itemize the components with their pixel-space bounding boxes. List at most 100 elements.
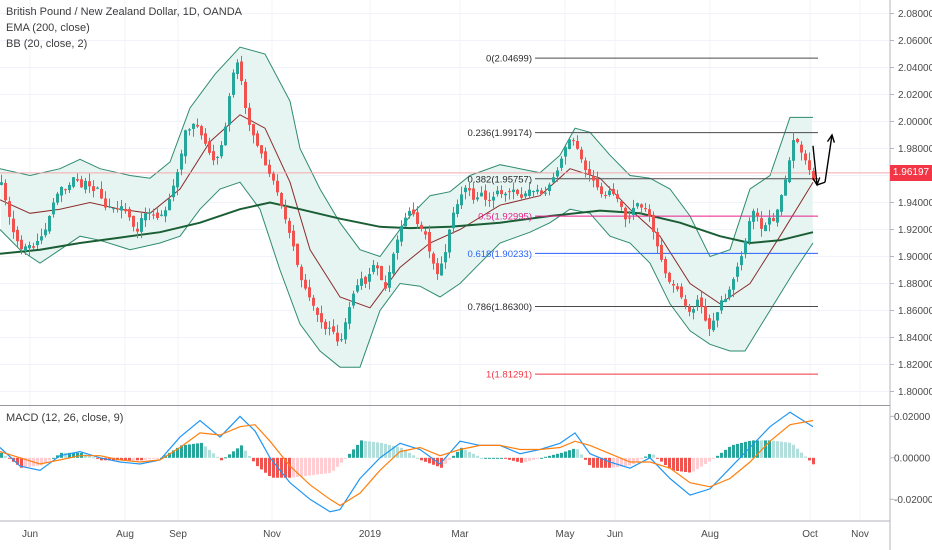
candle-body	[444, 252, 447, 263]
candle-body	[56, 193, 59, 203]
candle-body	[16, 229, 19, 242]
candle-body	[244, 81, 247, 108]
candle-body	[84, 180, 87, 190]
candle-body	[808, 160, 811, 171]
macd-histogram-bar	[796, 448, 799, 458]
projection-arrow-shaft	[824, 134, 833, 183]
candle-body	[188, 129, 191, 131]
candle-body	[532, 191, 535, 193]
macd-histogram-bar	[596, 457, 599, 468]
macd-histogram-bar	[708, 457, 711, 462]
projection-arrows[interactable]	[812, 133, 836, 187]
macd-histogram-bar	[528, 457, 531, 461]
candle-body	[788, 160, 791, 183]
y-tick-label: 1.88000	[898, 279, 932, 290]
candle-body	[344, 322, 347, 340]
candle-body	[284, 206, 287, 220]
macd-histogram-bar	[168, 452, 171, 458]
x-tick-label: Mar	[451, 529, 469, 540]
candle-body	[536, 189, 539, 192]
candle-body	[600, 186, 603, 195]
fib-level-label: 0.382(1.95757)	[468, 174, 532, 185]
candle-body	[732, 279, 735, 290]
candle-body	[712, 320, 715, 331]
macd-histogram-bar	[688, 457, 691, 473]
y-tick-label: 2.04000	[898, 63, 932, 74]
candle-body	[124, 208, 127, 212]
macd-histogram-bar	[100, 457, 103, 461]
bb-legend: BB (20, close, 2)	[6, 38, 88, 50]
candle-body	[324, 321, 327, 330]
macd-pane	[0, 411, 815, 513]
macd-histogram-bar	[304, 457, 307, 476]
macd-histogram-bar	[580, 454, 583, 458]
candle-body	[368, 274, 371, 282]
candle-body	[388, 272, 391, 288]
macd-histogram-bar	[784, 442, 787, 458]
macd-histogram-bar	[20, 457, 23, 468]
macd-histogram-bar	[348, 453, 351, 458]
x-tick-label: Jun	[22, 529, 38, 540]
macd-histogram-bar	[16, 457, 19, 465]
macd-histogram-bar	[128, 457, 131, 461]
candle-body	[232, 72, 235, 95]
candle-body	[200, 126, 203, 136]
candle-body	[336, 332, 339, 342]
macd-histogram-bar	[676, 457, 679, 472]
macd-histogram-bar	[660, 457, 663, 462]
candle-body	[20, 239, 23, 250]
candle-body	[560, 158, 563, 168]
candle-body	[544, 192, 547, 194]
candle-body	[404, 217, 407, 227]
candle-body	[356, 285, 359, 292]
candle-body	[260, 145, 263, 154]
candle-body	[508, 191, 511, 193]
candle-body	[52, 202, 55, 215]
macd-histogram-bar	[172, 450, 175, 458]
candle-body	[412, 209, 415, 215]
price-axis-pane	[890, 0, 932, 550]
candle-body	[468, 188, 471, 191]
candle-body	[36, 240, 39, 246]
candle-body	[92, 186, 95, 192]
macd-histogram-bar	[244, 450, 247, 458]
macd-histogram-bar	[220, 457, 223, 461]
candle-body	[640, 204, 643, 208]
macd-histogram-bar	[740, 442, 743, 458]
candle-body	[592, 176, 595, 181]
macd-histogram-bar	[776, 441, 779, 458]
macd-histogram-bar	[392, 445, 395, 458]
candle-body	[228, 96, 231, 125]
candle-body	[596, 178, 599, 188]
y-tick-label: 1.86000	[898, 306, 932, 317]
macd-histogram-bar	[700, 457, 703, 467]
candle-body	[88, 181, 91, 187]
macd-histogram-bar	[668, 457, 671, 469]
candle-body	[316, 307, 319, 315]
macd-histogram-bar	[280, 457, 283, 478]
candle-body	[360, 278, 363, 286]
candle-body	[160, 214, 163, 216]
macd-histogram-bar	[564, 451, 567, 458]
macd-histogram-bar	[620, 457, 623, 467]
candle-body	[708, 318, 711, 330]
candle-body	[752, 210, 755, 222]
macd-histogram-bar	[148, 457, 151, 460]
macd-histogram-bar	[592, 457, 595, 468]
macd-histogram-bar	[704, 457, 707, 465]
macd-histogram-bar	[184, 444, 187, 458]
macd-histogram-bar	[88, 455, 91, 458]
y-tick-label: 1.98000	[898, 144, 932, 155]
macd-histogram-bar	[376, 442, 379, 458]
fib-level-label: 1(1.81291)	[486, 370, 532, 381]
macd-histogram-bar	[92, 457, 95, 459]
macd-histogram-bar	[196, 443, 199, 458]
fibonacci-retracement[interactable]: 0(2.04699) 0.236(1.99174) 0.382(1.95757) 0.…	[468, 54, 818, 381]
macd-histogram-bar	[764, 440, 767, 458]
candle-body	[80, 179, 83, 188]
x-tick-label: Sep	[169, 529, 187, 540]
macd-histogram-bar	[788, 442, 791, 458]
candle-body	[128, 208, 131, 218]
candle-body	[780, 195, 783, 212]
